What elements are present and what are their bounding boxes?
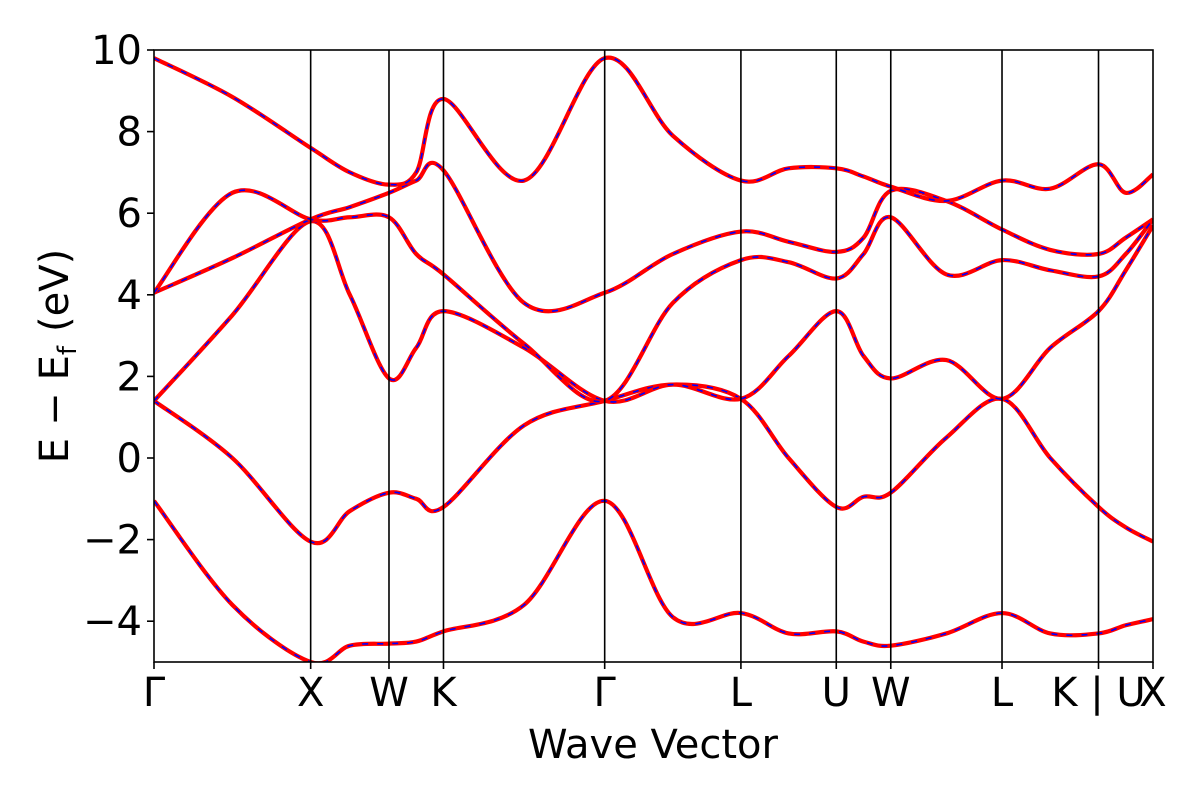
x-tick-label: L xyxy=(991,670,1014,716)
band-line-dashed-1 xyxy=(154,500,1153,662)
x-tick-label: U xyxy=(822,670,851,716)
band-line-1 xyxy=(154,498,1153,662)
y-tick-label: 4 xyxy=(117,273,142,319)
band-line-dashed-3 xyxy=(154,220,1153,403)
x-axis-label: Wave Vector xyxy=(528,722,779,768)
x-tick-label: W xyxy=(369,670,409,716)
x-tick-label: Γ xyxy=(594,670,617,716)
y-axis-label: E−Ef(eV) xyxy=(32,249,83,463)
plot-frame xyxy=(153,49,1154,663)
y-axis: −4 −2 0 2 4 6 8 10 xyxy=(83,28,154,645)
band-line-6 xyxy=(154,55,1153,204)
band-line-2 xyxy=(154,382,1153,546)
bands-layer xyxy=(154,55,1153,662)
band-line-dashed-6 xyxy=(154,56,1153,202)
band-line-dashed-2 xyxy=(154,383,1153,544)
y-tick-label: −2 xyxy=(83,518,142,564)
band-line-3 xyxy=(154,219,1153,405)
band-line-dashed-4 xyxy=(154,162,1153,313)
y-tick-label: 0 xyxy=(117,436,142,482)
band-line-4 xyxy=(154,160,1153,314)
y-tick-label: 10 xyxy=(91,28,142,74)
y-tick-label: −4 xyxy=(83,599,142,645)
x-tick-label: K xyxy=(430,670,458,716)
x-tick-label: L xyxy=(730,670,753,716)
y-tick-label: 8 xyxy=(117,110,142,156)
x-tick-label: K | U xyxy=(1051,670,1145,716)
band-line-5 xyxy=(154,188,1153,404)
x-tick-label: Γ xyxy=(143,670,166,716)
x-tick-label: W xyxy=(871,670,911,716)
x-tick-label: X xyxy=(1139,670,1166,716)
y-tick-label: 2 xyxy=(117,354,142,400)
kpoint-lines xyxy=(309,50,1100,662)
y-tick-label: 6 xyxy=(117,191,142,237)
x-tick-label: X xyxy=(297,670,324,716)
